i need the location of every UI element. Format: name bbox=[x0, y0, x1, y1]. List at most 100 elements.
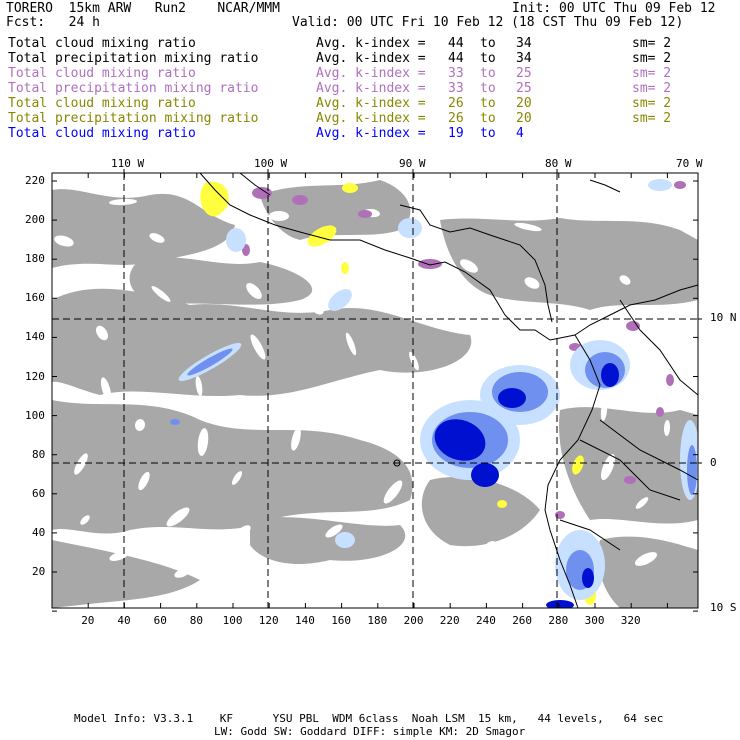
caribbean-coastline bbox=[399, 204, 553, 323]
cloud-gap bbox=[269, 566, 281, 574]
legend-sm: sm= 2 bbox=[632, 81, 672, 96]
legend-name: Total precipitation mixing ratio bbox=[8, 111, 259, 126]
lat-label-10s: 10 S bbox=[710, 601, 737, 614]
border-line bbox=[559, 519, 621, 551]
cloud-patch-purple bbox=[292, 195, 308, 205]
x-tick-label: 320 bbox=[620, 614, 641, 627]
cloud-gap bbox=[409, 351, 419, 371]
cloud-gap bbox=[151, 286, 171, 302]
cloud-mass bbox=[440, 218, 698, 310]
x-tick-label: 80 bbox=[189, 614, 204, 627]
legend-hi: 25 bbox=[516, 81, 532, 96]
cloud-mass bbox=[52, 400, 413, 534]
cloud-gap bbox=[619, 275, 631, 285]
andes-border bbox=[619, 299, 699, 396]
cloud-halo bbox=[335, 532, 355, 548]
cloud-gap bbox=[349, 394, 361, 406]
legend-to: to bbox=[480, 36, 496, 51]
cloud-gap bbox=[310, 301, 324, 315]
cloud-gap bbox=[96, 325, 108, 341]
cloud-gap bbox=[54, 182, 66, 188]
cloud-mass bbox=[52, 189, 235, 268]
cloud-gap bbox=[484, 541, 496, 549]
lat-label-10n: 10 N bbox=[710, 311, 737, 324]
cloud-gap bbox=[663, 420, 671, 436]
init-time: Init: 00 UTC Thu 09 Feb 12 bbox=[512, 1, 716, 16]
precip-patch bbox=[307, 225, 337, 247]
cloud-core-dark bbox=[601, 363, 619, 387]
legend-lo: 26 bbox=[448, 111, 464, 126]
cloud-gap bbox=[463, 311, 483, 333]
lat-lon-gridlines bbox=[52, 173, 698, 608]
legend-hi: 4 bbox=[516, 126, 524, 141]
y-tick-label: 80 bbox=[32, 447, 46, 461]
cloud-gap bbox=[635, 497, 649, 509]
cloud-gap bbox=[419, 578, 443, 590]
cloud-halo bbox=[648, 179, 672, 191]
x-tick-label: 300 bbox=[584, 614, 605, 627]
cloud-gap bbox=[622, 328, 636, 344]
lon-label-90w: 90 W bbox=[399, 157, 426, 170]
legend-to: to bbox=[480, 126, 496, 141]
legend-name: Total precipitation mixing ratio bbox=[8, 81, 259, 96]
legend-lo: 33 bbox=[448, 66, 464, 81]
cloud-core bbox=[170, 419, 180, 425]
legend-avg: Avg. k-index = bbox=[316, 126, 426, 141]
weather-field-layer bbox=[52, 179, 698, 608]
cloud-gap bbox=[364, 263, 388, 275]
y-tick-label: 180 bbox=[25, 252, 45, 266]
cloud-core-dark bbox=[434, 419, 486, 461]
legend-lo: 44 bbox=[448, 36, 464, 51]
x-tick-label: 140 bbox=[295, 614, 315, 627]
x-tick-label: 40 bbox=[117, 614, 131, 627]
cloud-gap bbox=[246, 283, 262, 299]
legend-avg: Avg. k-index = bbox=[316, 51, 426, 66]
precip-patch bbox=[200, 181, 229, 217]
cloud-gap bbox=[345, 332, 357, 356]
cloud-gap bbox=[460, 259, 478, 273]
cloud-mass bbox=[52, 288, 472, 397]
y-tick-label: 140 bbox=[25, 330, 45, 344]
south-american-north-coast bbox=[574, 284, 699, 336]
precip-patch bbox=[341, 262, 349, 274]
lon-label-80w: 80 W bbox=[545, 157, 572, 170]
forecast-hour: Fcst: 24 h bbox=[6, 15, 100, 30]
cloud-gap bbox=[100, 377, 112, 401]
cloud-gap bbox=[174, 568, 190, 578]
cloud-gap bbox=[74, 453, 88, 475]
cloud-gap bbox=[54, 235, 74, 247]
x-tick-label: 240 bbox=[476, 614, 496, 627]
cloud-patch-purple bbox=[418, 259, 442, 269]
cloud-gap bbox=[269, 210, 289, 222]
legend-lo: 44 bbox=[448, 51, 464, 66]
cloud-mass bbox=[421, 476, 540, 547]
x-tick-label: 100 bbox=[222, 614, 243, 627]
legend-hi: 25 bbox=[516, 66, 532, 81]
x-tick-label: 120 bbox=[258, 614, 279, 627]
legend-avg: Avg. k-index = bbox=[316, 66, 426, 81]
legend-sm: sm= 2 bbox=[632, 51, 672, 66]
axis-ticks bbox=[51, 169, 702, 612]
y-tick-label: 60 bbox=[32, 486, 46, 500]
legend-sm: sm= 2 bbox=[632, 36, 672, 51]
cloud-gap bbox=[197, 428, 209, 456]
cloud-core-dark bbox=[582, 568, 594, 588]
legend-lo: 26 bbox=[448, 96, 464, 111]
cloud-patch-purple bbox=[666, 374, 674, 386]
precip-patch bbox=[572, 455, 584, 475]
cloud-mass bbox=[598, 536, 698, 608]
cloud-patch-purple bbox=[252, 187, 272, 199]
cloud-gap bbox=[166, 507, 190, 527]
legend-to: to bbox=[480, 111, 496, 126]
cloud-gap bbox=[524, 277, 540, 289]
legend-hi: 20 bbox=[516, 96, 532, 111]
legend-avg: Avg. k-index = bbox=[316, 96, 426, 111]
cloud-gap bbox=[149, 233, 165, 243]
cloud-gap bbox=[600, 401, 608, 421]
cloud-patch-purple bbox=[624, 476, 636, 484]
cloud-gap bbox=[501, 350, 513, 366]
cloud-gap bbox=[383, 480, 403, 504]
cloud-patch-purple bbox=[674, 181, 686, 189]
cloud-gap bbox=[134, 419, 146, 431]
cloud-gap bbox=[291, 427, 301, 451]
